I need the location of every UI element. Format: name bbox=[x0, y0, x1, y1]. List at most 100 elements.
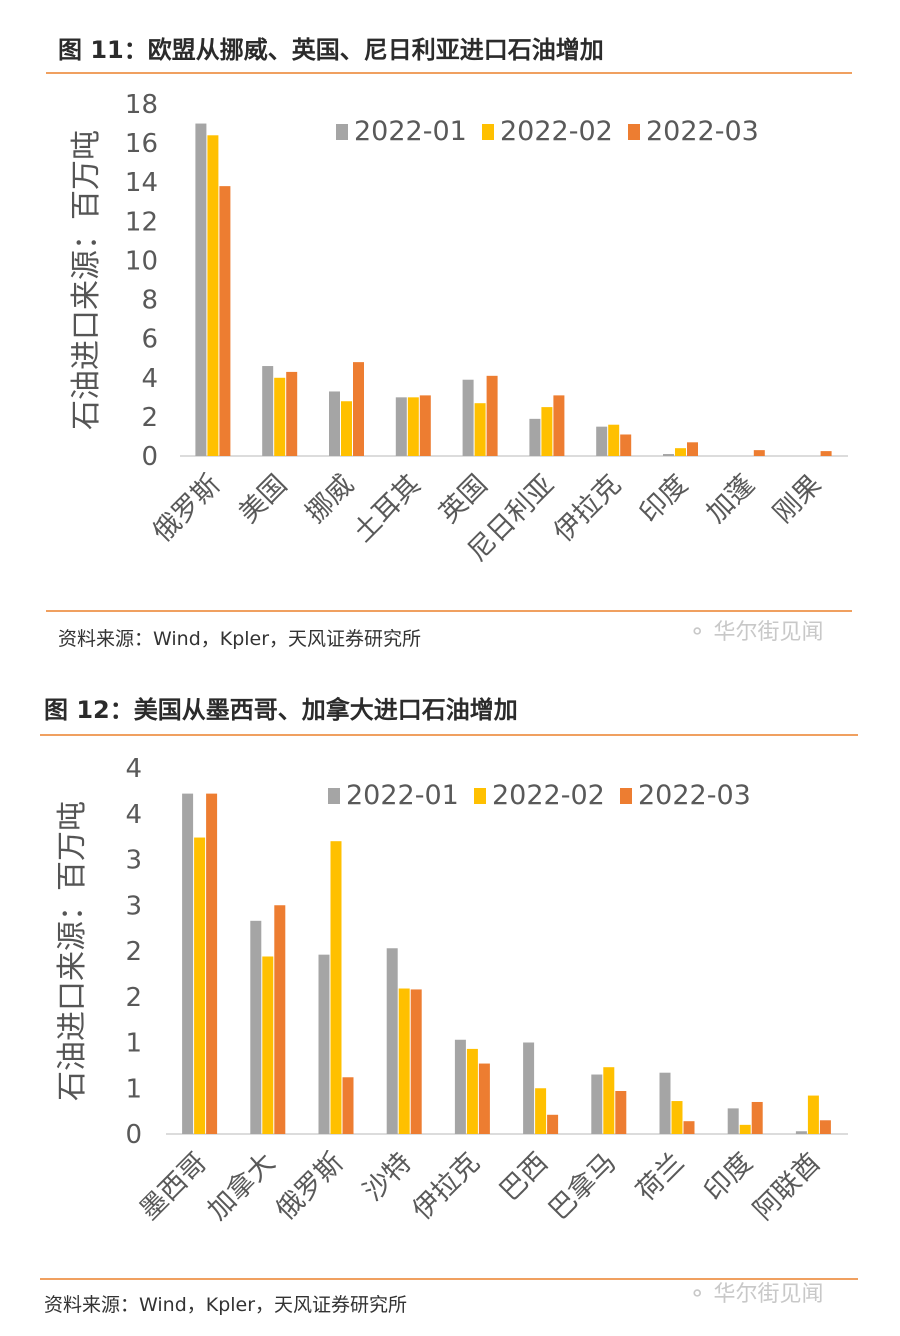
bar bbox=[474, 403, 486, 456]
bar bbox=[342, 1077, 354, 1134]
title-divider bbox=[46, 72, 852, 74]
legend-label: 2022-01 bbox=[354, 116, 467, 147]
source-divider bbox=[46, 610, 852, 612]
y-tick-label: 6 bbox=[141, 325, 158, 355]
bar bbox=[466, 1048, 478, 1134]
bar bbox=[608, 424, 620, 456]
figure-title: 图 12：美国从墨西哥、加拿大进口石油增加 bbox=[44, 696, 518, 724]
y-tick-label: 4 bbox=[125, 754, 142, 784]
x-tick-label: 挪威 bbox=[300, 469, 360, 529]
x-tick-label: 巴拿马 bbox=[543, 1147, 622, 1226]
y-axis-label: 石油进口来源：百万吨 bbox=[55, 801, 90, 1101]
bar bbox=[407, 397, 419, 456]
bar bbox=[250, 920, 262, 1134]
figure-title: 图 11：欧盟从挪威、英国、尼日利亚进口石油增加 bbox=[58, 36, 604, 64]
bar bbox=[620, 434, 632, 456]
x-tick-label: 美国 bbox=[233, 469, 293, 529]
bar bbox=[753, 450, 765, 456]
bar bbox=[591, 1074, 603, 1134]
wechat-icon: ⚬ bbox=[688, 1282, 707, 1307]
bar bbox=[535, 1088, 547, 1134]
bar bbox=[262, 956, 274, 1134]
watermark-text: 华尔街见闻 bbox=[713, 620, 824, 645]
y-tick-label: 12 bbox=[125, 207, 158, 237]
x-tick-label: 伊拉克 bbox=[407, 1147, 486, 1226]
y-tick-label: 0 bbox=[141, 442, 158, 472]
legend-swatch bbox=[482, 124, 494, 140]
x-tick-label: 巴西 bbox=[494, 1147, 554, 1207]
bar bbox=[454, 1039, 466, 1134]
x-tick-label: 俄罗斯 bbox=[270, 1147, 349, 1226]
y-tick-label: 14 bbox=[125, 168, 158, 198]
bar bbox=[671, 1101, 683, 1134]
x-tick-label: 伊拉克 bbox=[548, 469, 627, 548]
bar bbox=[659, 1072, 671, 1134]
bar bbox=[207, 135, 219, 456]
bar bbox=[329, 391, 340, 456]
bar bbox=[274, 377, 286, 456]
bar bbox=[675, 448, 686, 456]
bar bbox=[553, 395, 565, 456]
wechat-icon: ⚬ bbox=[688, 620, 707, 645]
legend-swatch bbox=[620, 788, 632, 804]
bar bbox=[262, 366, 274, 456]
source-note: 资料来源：Wind，Kpler，天风证券研究所 bbox=[44, 1294, 408, 1316]
bar bbox=[410, 989, 422, 1134]
bar bbox=[547, 1114, 559, 1134]
x-tick-label: 沙特 bbox=[358, 1147, 418, 1207]
x-tick-label: 墨西哥 bbox=[134, 1147, 213, 1226]
x-tick-label: 阿联酋 bbox=[748, 1147, 827, 1226]
bar bbox=[318, 954, 330, 1134]
bar bbox=[386, 948, 398, 1134]
bar bbox=[206, 793, 218, 1134]
y-tick-label: 2 bbox=[141, 403, 158, 433]
legend-swatch bbox=[328, 788, 340, 804]
bar bbox=[819, 1120, 831, 1134]
bar bbox=[274, 905, 286, 1134]
y-tick-label: 4 bbox=[125, 800, 142, 830]
title-divider bbox=[40, 734, 858, 736]
legend-label: 2022-02 bbox=[500, 116, 613, 147]
bar bbox=[341, 401, 352, 456]
bar bbox=[478, 1063, 490, 1134]
x-tick-label: 俄罗斯 bbox=[147, 469, 226, 548]
y-tick-label: 1 bbox=[125, 1074, 142, 1104]
bar bbox=[330, 841, 342, 1134]
bar bbox=[663, 454, 674, 456]
legend-swatch bbox=[474, 788, 486, 804]
legend-label: 2022-02 bbox=[492, 780, 605, 811]
x-tick-label: 印度 bbox=[699, 1147, 759, 1207]
x-tick-label: 土耳其 bbox=[348, 469, 427, 548]
watermark-text: 华尔街见闻 bbox=[713, 1282, 824, 1307]
legend-label: 2022-01 bbox=[346, 780, 459, 811]
watermark: ⚬ 华尔街见闻 bbox=[688, 614, 823, 646]
bar bbox=[286, 371, 298, 456]
bar bbox=[419, 395, 431, 456]
y-tick-label: 8 bbox=[141, 286, 158, 316]
bar bbox=[795, 1131, 807, 1134]
legend-swatch bbox=[336, 124, 348, 140]
x-tick-label: 刚果 bbox=[767, 469, 827, 529]
bar bbox=[219, 186, 231, 456]
bar bbox=[603, 1067, 615, 1134]
legend-swatch bbox=[628, 124, 640, 140]
x-tick-label: 加蓬 bbox=[701, 469, 761, 529]
bar bbox=[541, 407, 553, 456]
bar bbox=[353, 362, 364, 456]
bar bbox=[194, 837, 206, 1134]
bar bbox=[195, 123, 207, 457]
x-tick-label: 加拿大 bbox=[202, 1147, 281, 1226]
bar bbox=[687, 442, 698, 456]
bar bbox=[739, 1124, 751, 1134]
source-divider bbox=[40, 1278, 858, 1280]
legend-label: 2022-03 bbox=[646, 116, 759, 147]
legend-label: 2022-03 bbox=[638, 780, 751, 811]
bar bbox=[596, 426, 608, 456]
y-tick-label: 0 bbox=[125, 1120, 142, 1150]
x-tick-label: 英国 bbox=[433, 469, 493, 529]
bar bbox=[398, 988, 410, 1134]
bar bbox=[486, 375, 498, 456]
bar bbox=[807, 1095, 819, 1134]
